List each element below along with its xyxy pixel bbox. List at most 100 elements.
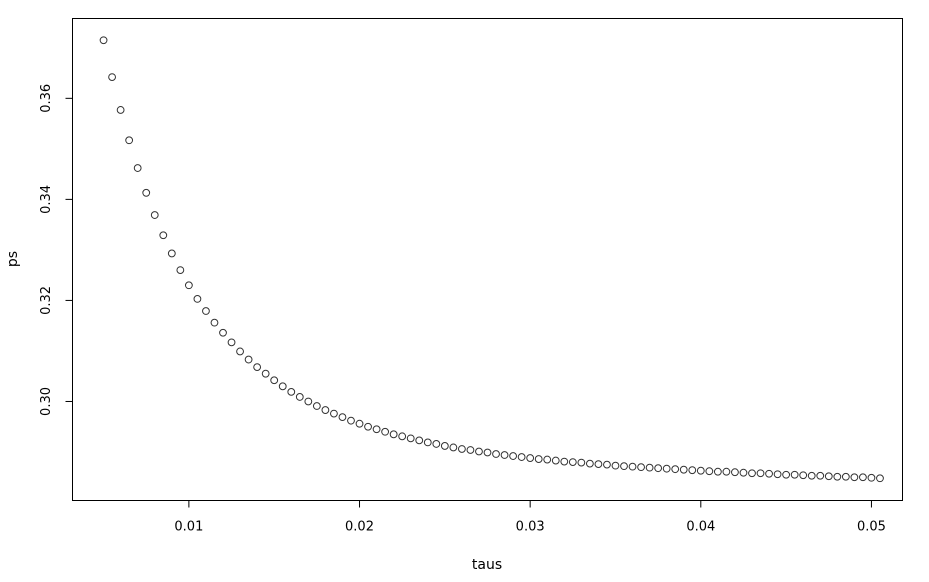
data-point [824, 472, 833, 481]
data-point [330, 409, 338, 418]
data-point [381, 427, 390, 436]
data-point [202, 307, 210, 315]
x-tick-label: 0.01 [174, 520, 203, 535]
x-axis: 0.01 0.02 0.03 0.04 0.05 [174, 500, 886, 535]
data-point [227, 338, 236, 347]
data-point [509, 452, 517, 460]
y-tick-label: 0.34 [39, 185, 54, 214]
data-point [475, 447, 483, 456]
data-point [321, 406, 330, 414]
data-point [867, 473, 876, 482]
data-point [551, 456, 560, 465]
data-point [773, 470, 782, 479]
data-point [722, 467, 731, 476]
data-point [782, 470, 791, 479]
data-point [458, 445, 466, 453]
data-point [108, 73, 116, 82]
data-point [440, 442, 449, 450]
x-tick-label: 0.05 [857, 520, 886, 535]
data-point [193, 295, 202, 303]
data-point [713, 467, 722, 476]
data-point [125, 136, 134, 145]
data-point [99, 36, 108, 45]
data-point [679, 465, 688, 474]
x-axis-title: taus [472, 557, 502, 573]
data-point [116, 106, 125, 114]
data-point [423, 438, 432, 447]
data-point [841, 472, 850, 481]
x-tick-label: 0.03 [516, 520, 545, 535]
data-point [594, 460, 603, 469]
data-point [364, 422, 372, 431]
data-point [466, 446, 475, 454]
data-point [765, 469, 773, 478]
data-point [620, 462, 628, 471]
data-point [270, 376, 279, 385]
data-point [850, 473, 859, 482]
data-point [637, 463, 645, 472]
data-point [628, 462, 637, 471]
data-point [696, 466, 705, 475]
data-point [210, 318, 219, 327]
data-point [176, 266, 185, 275]
data-point [236, 347, 244, 356]
data-point [355, 419, 364, 428]
data-point [278, 382, 287, 391]
data-point [577, 458, 586, 467]
data-point [244, 355, 253, 364]
data-point [159, 231, 168, 240]
data-point [261, 369, 270, 378]
data-point [560, 457, 569, 466]
data-point [398, 432, 407, 441]
data-point [372, 425, 381, 434]
data-point [756, 469, 765, 478]
data-point [739, 468, 748, 477]
data-point [816, 471, 825, 480]
y-tick-label: 0.30 [39, 387, 54, 416]
data-point [492, 450, 500, 458]
data-point [432, 440, 441, 448]
y-tick-label: 0.36 [39, 84, 54, 113]
data-point [705, 467, 714, 476]
data-point [483, 448, 492, 457]
data-point [184, 281, 193, 290]
data-point [133, 164, 142, 172]
data-point [807, 471, 816, 480]
plot-area-border [72, 18, 903, 501]
data-point [654, 464, 663, 473]
data-point [253, 363, 262, 372]
data-point [415, 436, 424, 445]
data-point [799, 471, 808, 480]
data-point [517, 453, 526, 461]
data-point [568, 458, 577, 467]
data-point [603, 460, 611, 469]
data-point [150, 211, 159, 219]
y-axis-title: ps [5, 251, 21, 267]
data-point [304, 397, 313, 406]
data-point [219, 328, 227, 337]
data-point [688, 466, 697, 475]
data-point [534, 455, 543, 463]
data-point [500, 451, 509, 459]
data-point [338, 413, 347, 422]
data-point [671, 465, 680, 474]
y-axis: 0.30 0.32 0.34 0.36 [39, 84, 73, 416]
x-tick-label: 0.02 [345, 520, 374, 535]
data-point [142, 188, 151, 197]
data-point [731, 468, 739, 477]
data-point [748, 469, 756, 478]
x-tick-label: 0.04 [686, 520, 715, 535]
data-point [876, 474, 884, 483]
data-point [295, 393, 304, 401]
data-point [645, 463, 654, 472]
data-point [833, 472, 842, 481]
data-point [449, 443, 458, 452]
data-point [662, 464, 671, 473]
data-point [790, 470, 799, 479]
data-point [406, 434, 415, 443]
data-point [389, 430, 398, 439]
data-point [611, 461, 620, 470]
data-point [859, 473, 867, 482]
data-point [585, 459, 594, 468]
